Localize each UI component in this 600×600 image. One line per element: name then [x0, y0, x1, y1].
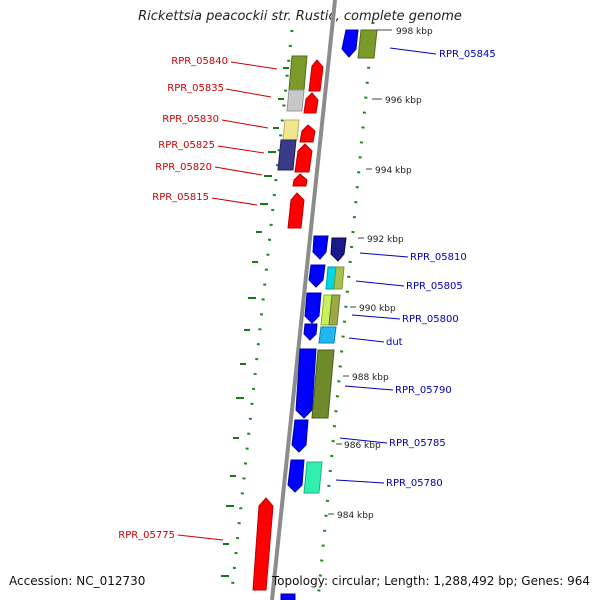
tick-label-984: 984 kbp [337, 511, 374, 521]
cog-block-RPR_05780 [303, 461, 323, 494]
gene-arrow-RPR_05820 [292, 173, 308, 187]
gene-label-RPR_05830: RPR_05830 [162, 114, 219, 125]
gene-arrow-RPR_05810-b [330, 237, 347, 262]
gene-label-RPR_05790: RPR_05790 [395, 385, 452, 396]
reverse-cog-blocks [277, 55, 308, 171]
tick-label-996: 996 kbp [385, 96, 422, 106]
genome-backbone [270, 0, 337, 600]
tick-label-990: 990 kbp [359, 304, 396, 314]
reverse-label-leaders [177, 61, 278, 541]
gene-arrow-RPR_05835 [303, 92, 319, 114]
cog-block-RPR_05825 [277, 139, 297, 171]
gene-label-RPR_05815: RPR_05815 [152, 192, 209, 203]
gene-label-RPR_05840: RPR_05840 [171, 56, 228, 67]
tick-label-998: 998 kbp [396, 27, 433, 37]
gene-arrow-RPR_05780 [287, 459, 305, 493]
gene-label-RPR_05805: RPR_05805 [406, 281, 463, 292]
cog-block-RPR_05835 [286, 89, 305, 112]
gene-label-RPR_05835: RPR_05835 [167, 83, 224, 94]
gene-arrow-RPR_05840 [308, 59, 324, 92]
tick-label-994: 994 kbp [375, 166, 412, 176]
gene-arrow-RPR_05785 [291, 419, 309, 453]
inner-ring-dashes [221, 67, 289, 577]
genome-summary: Topology: circular; Length: 1,288,492 bp… [271, 574, 590, 588]
forward-label-leaders [335, 47, 437, 484]
gene-arrow-RPR_05825 [294, 143, 313, 173]
gene-label-RPR_05775: RPR_05775 [118, 530, 175, 541]
gene-label-RPR_05785: RPR_05785 [389, 438, 446, 449]
cog-block-RPR_05830 [282, 119, 300, 141]
gene-label-RPR_05800: RPR_05800 [402, 314, 459, 325]
gene-label-RPR_05825: RPR_05825 [158, 140, 215, 151]
tick-labels: 998 kbp 996 kbp 994 kbp 992 kbp 990 kbp … [337, 27, 433, 521]
cog-block-RPR_05805-b [333, 266, 345, 290]
tick-leaders [328, 29, 392, 515]
cog-block-dut [318, 326, 337, 344]
gene-label-RPR_05810: RPR_05810 [410, 252, 467, 263]
map-title: Rickettsia peacockii str. Rustic, comple… [138, 9, 462, 24]
gene-arrow-RPR_05845 [341, 29, 359, 58]
gene-label-dut: dut [386, 337, 403, 348]
reverse-strand-genes [252, 59, 324, 591]
gene-arrow-RPR_05790 [295, 348, 317, 419]
gene-arrow-RPR_05830 [299, 124, 316, 143]
cog-block-RPR_05840 [288, 55, 308, 91]
forward-gene-labels: RPR_05845 RPR_05810 RPR_05805 RPR_05800 … [386, 49, 496, 489]
forward-cog-blocks [303, 29, 378, 494]
tick-label-986: 986 kbp [344, 441, 381, 451]
forward-strand-genes [280, 29, 359, 600]
gene-arrow-RPR_05775 [252, 497, 274, 591]
cog-block-RPR_05790 [311, 349, 335, 419]
cog-block-RPR_05845 [357, 29, 378, 59]
gene-label-RPR_05845: RPR_05845 [439, 49, 496, 60]
reverse-gene-labels: RPR_05840 RPR_05835 RPR_05830 RPR_05825 … [118, 56, 228, 541]
gene-arrow-RPR_05805 [308, 264, 326, 288]
gene-arrow-RPR_05800 [304, 292, 322, 324]
cog-block-RPR_05800-b [328, 294, 341, 326]
tick-label-988: 988 kbp [352, 373, 389, 383]
gene-arrow-RPR_05810-a [312, 235, 329, 260]
tick-label-992: 992 kbp [367, 235, 404, 245]
accession-label: Accession: NC_012730 [9, 574, 146, 588]
gene-arrow-bottom [280, 593, 296, 600]
gene-label-RPR_05820: RPR_05820 [155, 162, 212, 173]
gene-label-RPR_05780: RPR_05780 [386, 478, 443, 489]
gene-arrow-dut [303, 323, 318, 341]
gene-arrow-RPR_05815 [287, 192, 305, 229]
